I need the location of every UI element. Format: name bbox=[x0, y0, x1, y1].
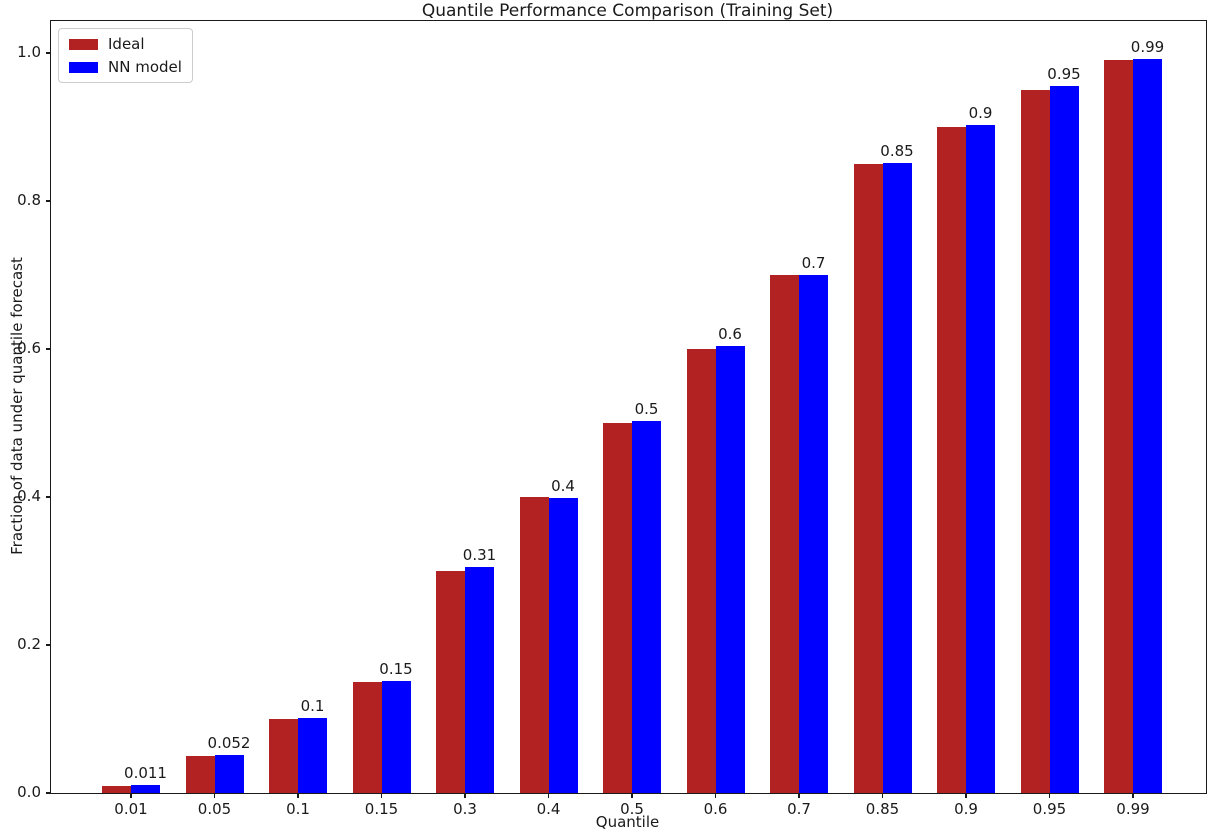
bar-nn-model bbox=[715, 346, 745, 793]
legend-label: Ideal bbox=[108, 35, 145, 53]
x-tick-label: 0.6 bbox=[703, 800, 728, 818]
y-tick bbox=[46, 348, 51, 350]
x-tick-label: 0.7 bbox=[787, 800, 811, 818]
bar-nn-model bbox=[381, 680, 411, 793]
x-tick bbox=[714, 793, 717, 798]
y-tick bbox=[46, 792, 51, 794]
y-tick-label: 0.6 bbox=[17, 339, 41, 357]
bar-value-label: 0.4 bbox=[551, 477, 575, 496]
legend-label: NN model bbox=[108, 58, 182, 76]
legend-swatch-icon bbox=[69, 61, 98, 73]
y-tick-label: 0.4 bbox=[17, 487, 41, 505]
chart-title: Quantile Performance Comparison (Trainin… bbox=[421, 1, 834, 21]
bar-value-label: 0.052 bbox=[207, 733, 251, 752]
bar-nn-model bbox=[799, 275, 828, 793]
bar-value-label: 0.9 bbox=[968, 103, 993, 122]
bar-nn-model bbox=[966, 124, 995, 793]
y-tick bbox=[46, 496, 51, 498]
x-tick bbox=[1132, 793, 1134, 798]
bar-ideal bbox=[102, 785, 131, 793]
x-tick bbox=[547, 793, 550, 798]
x-tick-label: 0.05 bbox=[197, 800, 232, 818]
x-tick-label: 0.95 bbox=[1032, 800, 1067, 818]
bar-nn-model bbox=[1049, 86, 1079, 793]
y-tick bbox=[46, 200, 51, 202]
y-tick-label: 0.8 bbox=[17, 191, 41, 209]
y-tick-label: 0.0 bbox=[17, 783, 41, 801]
bar-nn-model bbox=[131, 784, 160, 793]
x-tick bbox=[380, 793, 383, 798]
bar-value-label: 0.95 bbox=[1047, 65, 1081, 84]
x-tick-label: 0.9 bbox=[954, 800, 978, 818]
bar-ideal bbox=[436, 571, 465, 793]
bar-value-label: 0.6 bbox=[718, 325, 742, 344]
x-tick bbox=[1048, 793, 1051, 798]
bar-value-label: 0.011 bbox=[124, 763, 167, 782]
x-tick bbox=[464, 793, 466, 798]
bar-value-label: 0.85 bbox=[880, 142, 914, 161]
x-tick-label: 0.01 bbox=[114, 800, 148, 818]
x-tick-label: 0.3 bbox=[453, 800, 477, 818]
x-axis-label: Quantile bbox=[595, 813, 660, 831]
y-tick-label: 0.2 bbox=[17, 635, 41, 653]
x-tick-label: 0.1 bbox=[286, 800, 310, 818]
bar-nn-model bbox=[632, 420, 661, 793]
x-tick bbox=[631, 793, 633, 798]
bar-nn-model bbox=[548, 498, 578, 793]
bar-nn-model bbox=[465, 566, 494, 793]
y-tick-label: 1.0 bbox=[17, 43, 41, 61]
bar-ideal bbox=[770, 275, 799, 793]
plot-area: 0.0 0.2 0.4 0.6 0.8 1.0 0.01 0.05 0.1 0.15 0.3 0.4 0… bbox=[17, 20, 1207, 818]
y-tick bbox=[46, 644, 51, 646]
bar-nn-model bbox=[298, 717, 327, 793]
x-tick bbox=[130, 793, 132, 798]
bar-ideal bbox=[519, 497, 549, 793]
x-tick bbox=[297, 793, 299, 798]
bar-ideal bbox=[937, 127, 966, 793]
legend-item-1: NN model bbox=[69, 58, 182, 76]
bar-ideal bbox=[686, 349, 716, 793]
x-tick-label: 0.15 bbox=[364, 800, 399, 818]
bar-ideal bbox=[1020, 90, 1050, 793]
legend-item-0: Ideal bbox=[69, 35, 182, 53]
bar-ideal bbox=[269, 719, 298, 793]
x-tick-label: 0.4 bbox=[536, 800, 561, 818]
x-tick-label: 0.99 bbox=[1116, 800, 1150, 818]
bar-value-label: 0.7 bbox=[801, 254, 826, 272]
legend-swatch-icon bbox=[69, 38, 98, 50]
bar-nn-model bbox=[1133, 58, 1162, 793]
bar-nn-model bbox=[214, 754, 244, 793]
x-tick bbox=[965, 793, 967, 798]
bar-nn-model bbox=[882, 163, 912, 793]
bar-value-label: 0.31 bbox=[462, 545, 497, 564]
bar-value-label: 0.99 bbox=[1130, 37, 1165, 56]
x-tick bbox=[798, 793, 800, 798]
bar-ideal bbox=[185, 756, 215, 793]
y-axis-label: Fraction of data under quantile forecast bbox=[8, 257, 26, 555]
bar-ideal bbox=[603, 423, 632, 793]
y-tick bbox=[46, 52, 51, 54]
x-tick-label: 0.5 bbox=[620, 800, 644, 818]
x-tick bbox=[213, 793, 216, 798]
bar-ideal bbox=[352, 682, 382, 793]
x-tick-label: 0.85 bbox=[865, 800, 900, 818]
bar-value-label: 0.15 bbox=[379, 659, 413, 678]
bar-ideal bbox=[853, 164, 883, 793]
x-tick bbox=[881, 793, 884, 798]
bar-value-label: 0.1 bbox=[300, 696, 325, 715]
bar-ideal bbox=[1104, 60, 1133, 793]
bar-value-label: 0.5 bbox=[634, 399, 659, 418]
legend: Ideal NN model bbox=[58, 28, 193, 83]
